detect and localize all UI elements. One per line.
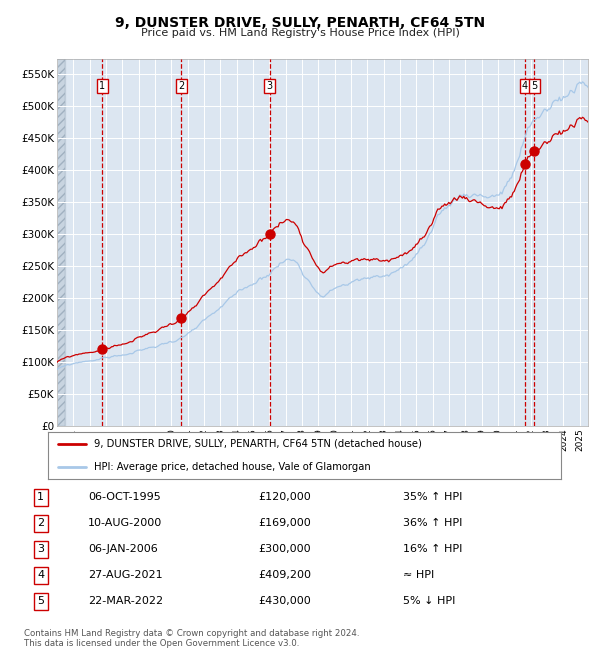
Text: 06-JAN-2006: 06-JAN-2006 [88,544,158,554]
Text: 10-AUG-2000: 10-AUG-2000 [88,518,163,528]
Text: HPI: Average price, detached house, Vale of Glamorgan: HPI: Average price, detached house, Vale… [94,462,371,473]
Text: 27-AUG-2021: 27-AUG-2021 [88,570,163,580]
Text: ≈ HPI: ≈ HPI [403,570,434,580]
Text: £169,000: £169,000 [259,518,311,528]
Text: Contains HM Land Registry data © Crown copyright and database right 2024.
This d: Contains HM Land Registry data © Crown c… [24,629,359,648]
Text: 9, DUNSTER DRIVE, SULLY, PENARTH, CF64 5TN (detached house): 9, DUNSTER DRIVE, SULLY, PENARTH, CF64 5… [94,439,422,449]
Text: 5: 5 [37,596,44,606]
Text: 5% ↓ HPI: 5% ↓ HPI [403,596,456,606]
Text: 1: 1 [37,492,44,502]
Text: 35% ↑ HPI: 35% ↑ HPI [403,492,463,502]
Bar [57,58,65,426]
Text: 3: 3 [37,544,44,554]
Text: 2: 2 [37,518,44,528]
Text: 36% ↑ HPI: 36% ↑ HPI [403,518,463,528]
Text: 4: 4 [522,81,528,91]
Text: 9, DUNSTER DRIVE, SULLY, PENARTH, CF64 5TN: 9, DUNSTER DRIVE, SULLY, PENARTH, CF64 5… [115,16,485,31]
Text: 3: 3 [266,81,273,91]
Text: £120,000: £120,000 [259,492,311,502]
Text: 16% ↑ HPI: 16% ↑ HPI [403,544,463,554]
Text: £300,000: £300,000 [259,544,311,554]
Text: £430,000: £430,000 [259,596,311,606]
Text: 5: 5 [531,81,538,91]
Text: 2: 2 [178,81,184,91]
Text: Price paid vs. HM Land Registry's House Price Index (HPI): Price paid vs. HM Land Registry's House … [140,28,460,38]
Text: 4: 4 [37,570,44,580]
Text: 06-OCT-1995: 06-OCT-1995 [88,492,161,502]
Text: £409,200: £409,200 [259,570,311,580]
Text: 22-MAR-2022: 22-MAR-2022 [88,596,163,606]
Text: 1: 1 [99,81,105,91]
